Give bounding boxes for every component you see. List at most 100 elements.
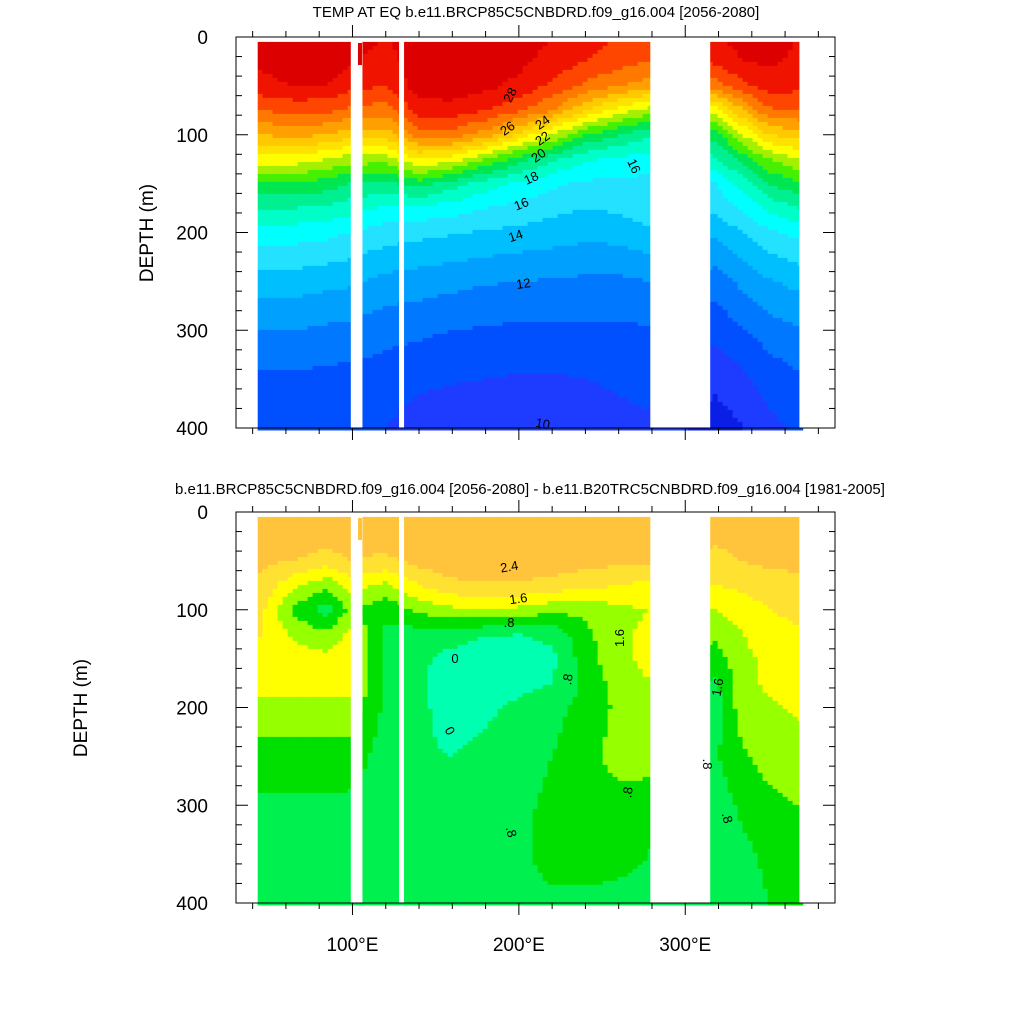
contour-cell bbox=[382, 53, 389, 59]
contour-cell bbox=[292, 157, 299, 163]
contour-cell bbox=[407, 181, 414, 187]
contour-cell bbox=[472, 105, 479, 111]
contour-cell bbox=[277, 93, 284, 99]
contour-cell bbox=[637, 177, 644, 183]
temperature-contour-area bbox=[257, 41, 804, 431]
contour-cell bbox=[377, 141, 384, 147]
contour-cell bbox=[512, 133, 519, 139]
contour-cell bbox=[737, 201, 744, 207]
contour-cell bbox=[537, 169, 544, 175]
contour-cell bbox=[772, 121, 779, 127]
contour-cell bbox=[577, 121, 584, 127]
contour-cell bbox=[772, 73, 779, 79]
contour-cell bbox=[567, 217, 574, 223]
contour-cell bbox=[327, 93, 334, 99]
contour-cell bbox=[367, 93, 374, 99]
contour-cell bbox=[497, 173, 504, 179]
contour-cell bbox=[472, 113, 479, 119]
contour-cell bbox=[787, 129, 794, 135]
contour-cell bbox=[282, 125, 289, 131]
contour-cell bbox=[632, 89, 639, 95]
contour-cell bbox=[587, 169, 594, 175]
contour-cell bbox=[282, 117, 289, 123]
contour-cell bbox=[602, 69, 609, 75]
contour-cell bbox=[707, 213, 714, 219]
contour-cell bbox=[572, 57, 579, 63]
contour-cell bbox=[722, 125, 729, 131]
contour-cell bbox=[792, 141, 799, 147]
contour-cell bbox=[507, 169, 514, 175]
contour-cell bbox=[372, 153, 379, 159]
contour-cell bbox=[302, 213, 309, 219]
contour-cell bbox=[527, 49, 534, 55]
contour-cell bbox=[437, 61, 444, 67]
contour-cell bbox=[512, 217, 519, 223]
contour-cell bbox=[627, 149, 634, 155]
contour-cell bbox=[482, 221, 489, 227]
contour-cell bbox=[542, 177, 549, 183]
contour-cell bbox=[742, 41, 749, 47]
contour-cell bbox=[627, 57, 634, 63]
contour-cell bbox=[437, 213, 444, 219]
contour-cell bbox=[542, 61, 549, 67]
contour-cell bbox=[577, 105, 584, 111]
contour-cell bbox=[462, 85, 469, 91]
contour-cell bbox=[777, 145, 784, 151]
contour-cell bbox=[562, 113, 569, 119]
contour-cell bbox=[432, 93, 439, 99]
contour-cell bbox=[462, 89, 469, 95]
contour-cell bbox=[582, 89, 589, 95]
contour-cell bbox=[387, 89, 394, 95]
contour-cell bbox=[637, 41, 644, 47]
contour-cell bbox=[622, 129, 629, 135]
contour-cell bbox=[642, 181, 649, 187]
contour-cell bbox=[412, 97, 419, 103]
contour-cell bbox=[727, 57, 734, 63]
contour-cell bbox=[402, 61, 409, 67]
contour-cell bbox=[307, 61, 314, 67]
contour-cell bbox=[382, 153, 389, 159]
contour-cell bbox=[307, 209, 314, 215]
contour-cell bbox=[287, 101, 294, 107]
contour-cell bbox=[312, 81, 319, 87]
contour-cell bbox=[622, 165, 629, 171]
contour-cell bbox=[517, 77, 524, 83]
contour-cell bbox=[417, 45, 424, 51]
contour-cell bbox=[342, 161, 349, 167]
contour-cell bbox=[712, 161, 719, 167]
contour-cell bbox=[387, 73, 394, 79]
contour-cell bbox=[587, 137, 594, 143]
contour-cell bbox=[382, 105, 389, 111]
contour-cell bbox=[287, 161, 294, 167]
contour-cell bbox=[332, 161, 339, 167]
contour-cell bbox=[477, 77, 484, 83]
contour-cell bbox=[337, 141, 344, 147]
contour-cell bbox=[447, 85, 454, 91]
contour-cell bbox=[322, 109, 329, 115]
contour-cell bbox=[552, 193, 559, 199]
contour-cell bbox=[537, 41, 544, 47]
contour-cell bbox=[392, 89, 399, 95]
contour-cell bbox=[567, 181, 574, 187]
contour-cell bbox=[437, 197, 444, 203]
contour-cell bbox=[552, 73, 559, 79]
contour-cell bbox=[502, 205, 509, 211]
contour-cell bbox=[427, 77, 434, 83]
contour-cell bbox=[347, 153, 354, 159]
contour-cell bbox=[257, 161, 264, 167]
contour-cell bbox=[532, 125, 539, 131]
contour-cell bbox=[487, 73, 494, 79]
contour-cell bbox=[497, 129, 504, 135]
contour-cell bbox=[502, 109, 509, 115]
contour-cell bbox=[572, 125, 579, 131]
contour-cell bbox=[547, 41, 554, 47]
contour-cell bbox=[472, 57, 479, 63]
contour-cell bbox=[737, 57, 744, 63]
contour-cell bbox=[402, 77, 409, 83]
contour-cell bbox=[532, 105, 539, 111]
contour-cell bbox=[307, 97, 314, 103]
contour-cell bbox=[772, 157, 779, 163]
contour-cell bbox=[567, 57, 574, 63]
contour-cell bbox=[277, 165, 284, 171]
contour-cell bbox=[332, 145, 339, 151]
